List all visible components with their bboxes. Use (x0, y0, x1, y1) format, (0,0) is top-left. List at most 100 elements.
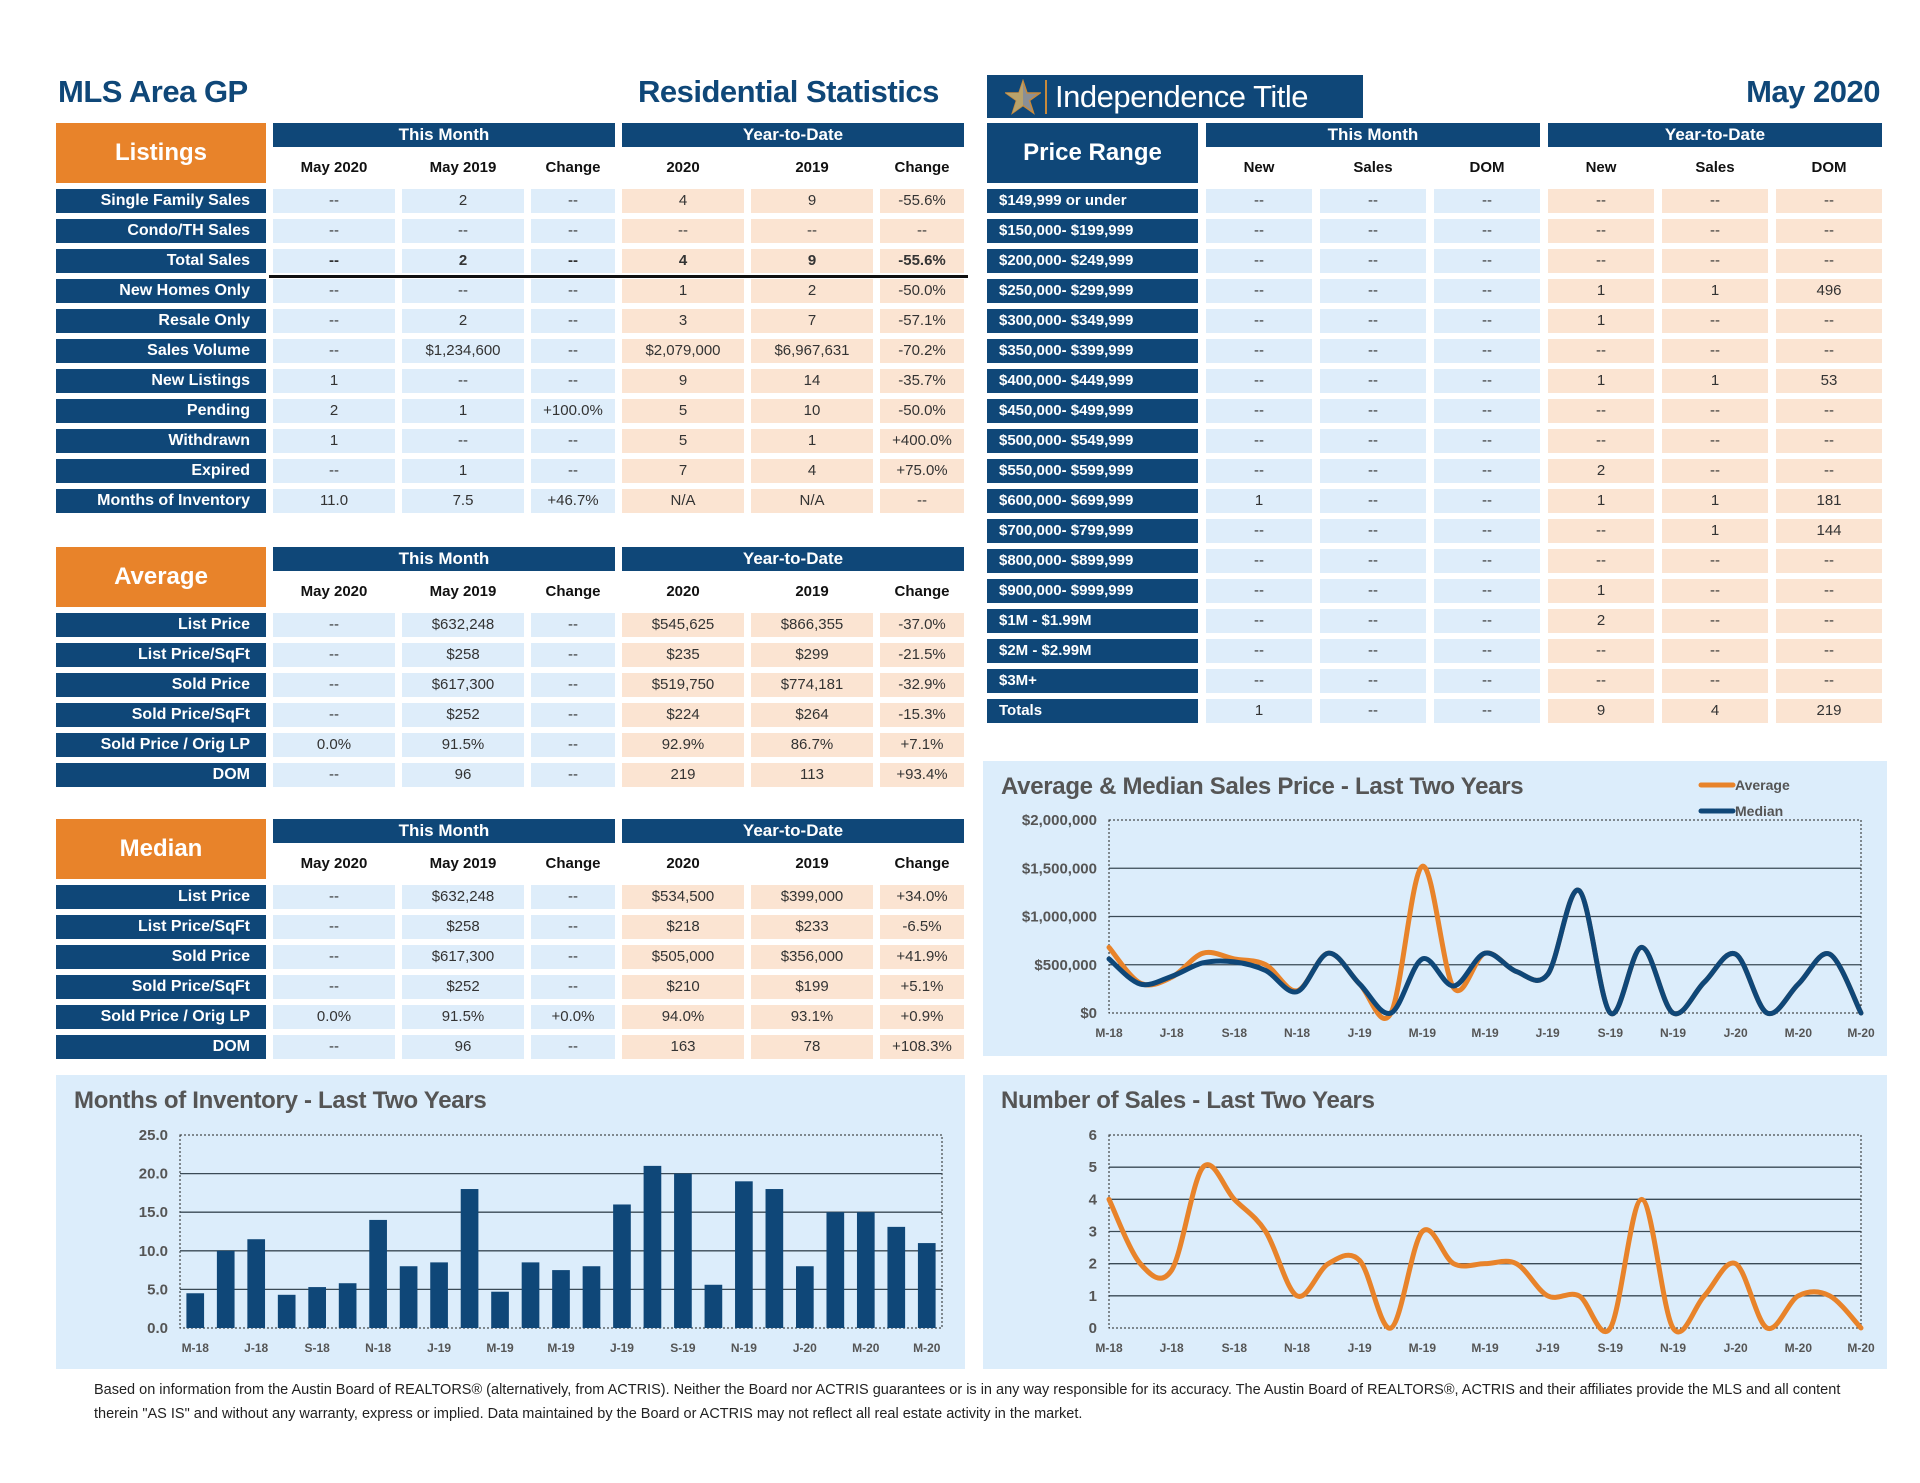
table-cell: +108.3% (880, 1035, 964, 1059)
table-cell: $2,079,000 (622, 339, 744, 363)
bar (338, 1283, 357, 1328)
table-cell: -- (273, 613, 395, 637)
group-header-this-month: This Month (1206, 123, 1540, 147)
table-cell: 1 (1662, 519, 1768, 543)
table-cell: -55.6% (880, 189, 964, 213)
column-header: DOM (1469, 159, 1505, 176)
table-cell: -- (1662, 339, 1768, 363)
row-label: List Price/SqFt (56, 915, 266, 939)
x-tick-label: M-19 (547, 1341, 575, 1355)
table-cell: -- (273, 309, 395, 333)
table-cell: -- (1548, 549, 1654, 573)
x-tick-label: M-20 (1785, 1341, 1813, 1355)
table-cell: -- (1434, 339, 1540, 363)
table-cell: 4 (622, 189, 744, 213)
table-cell: $258 (402, 643, 524, 667)
table-cell: -- (531, 279, 615, 303)
row-label: Total Sales (56, 249, 266, 273)
row-label: $1M - $1.99M (987, 609, 1198, 633)
table-cell: -- (1776, 639, 1882, 663)
table-cell: $299 (751, 643, 873, 667)
table-cell: $505,000 (622, 945, 744, 969)
chart-title: Number of Sales - Last Two Years (1001, 1087, 1375, 1114)
bar (613, 1204, 631, 1328)
table-cell: +93.4% (880, 763, 964, 787)
area-title: MLS Area GP (58, 74, 248, 109)
table-cell: 1 (402, 459, 524, 483)
row-label: $600,000- $699,999 (987, 489, 1198, 513)
table-cell: 7 (751, 309, 873, 333)
table-cell: 86.7% (751, 733, 873, 757)
section-title: Price Range (987, 123, 1198, 183)
table-cell: -- (1662, 579, 1768, 603)
table-cell: $6,967,631 (751, 339, 873, 363)
table-cell: 4 (1662, 699, 1768, 723)
table-cell: 7.5 (402, 489, 524, 513)
row-label: Months of Inventory (56, 489, 266, 513)
column-header: Sales (1353, 159, 1393, 176)
x-tick-label: S-19 (670, 1341, 696, 1355)
table-cell: 2 (1548, 609, 1654, 633)
y-tick-label: 6 (1089, 1127, 1097, 1144)
column-header: Change (894, 583, 950, 600)
table-cell: 1 (1206, 489, 1312, 513)
x-tick-label: S-18 (304, 1341, 330, 1355)
table-cell: -- (531, 1035, 615, 1059)
bar (216, 1250, 235, 1328)
y-tick-label: 0.0 (147, 1320, 168, 1337)
table-cell: -- (1206, 219, 1312, 243)
table-cell: -- (1548, 189, 1654, 213)
table-cell: -- (531, 915, 615, 939)
median-table: Median This Month Year-to-Date May 2020 May … (56, 819, 964, 1059)
table-cell: -- (531, 189, 615, 213)
table-cell: -- (1206, 309, 1312, 333)
table-cell: -- (1776, 249, 1882, 273)
y-tick-label: 20.0 (139, 1166, 168, 1183)
table-cell: -- (402, 219, 524, 243)
y-tick-label: $1,500,000 (1022, 860, 1097, 877)
table-cell: 144 (1776, 519, 1882, 543)
table-cell: -- (273, 945, 395, 969)
table-cell: 14 (751, 369, 873, 393)
row-label: Sold Price (56, 945, 266, 969)
table-cell: 0.0% (273, 733, 395, 757)
table-cell: -- (273, 459, 395, 483)
table-cell: +100.0% (531, 399, 615, 423)
x-tick-label: M-18 (1095, 1026, 1123, 1040)
table-cell: 1 (1548, 489, 1654, 513)
table-cell: -- (1206, 519, 1312, 543)
column-header: Change (894, 855, 950, 872)
table-cell: -- (1206, 579, 1312, 603)
table-cell: -- (1662, 189, 1768, 213)
bar (369, 1219, 387, 1328)
column-header: New (1585, 159, 1617, 176)
table-cell: -- (1206, 609, 1312, 633)
table-cell: $1,234,600 (402, 339, 524, 363)
table-cell: 163 (622, 1035, 744, 1059)
table-cell: 96 (402, 763, 524, 787)
row-label: Sold Price / Orig LP (56, 1005, 266, 1029)
table-cell: 11.0 (273, 489, 395, 513)
table-cell: -- (1206, 279, 1312, 303)
table-cell: -- (1320, 189, 1426, 213)
table-cell: $252 (402, 703, 524, 727)
table-cell: 3 (622, 309, 744, 333)
row-label: Sales Volume (56, 339, 266, 363)
section-title: Median (56, 819, 266, 879)
table-cell: -- (1548, 339, 1654, 363)
table-cell: -- (1434, 309, 1540, 333)
column-header: 2020 (666, 855, 700, 872)
number-of-sales-chart: Number of Sales - Last Two Years 0 1 2 3 4 5 6… (983, 1075, 1887, 1369)
y-tick-label: $500,000 (1034, 957, 1097, 974)
row-label: Pending (56, 399, 266, 423)
table-cell: -- (1320, 309, 1426, 333)
table-cell: -- (402, 369, 524, 393)
table-cell: $252 (402, 975, 524, 999)
table-cell: -- (1320, 279, 1426, 303)
table-cell: -- (1548, 429, 1654, 453)
table-cell: -32.9% (880, 673, 964, 697)
table-cell: 4 (751, 459, 873, 483)
table-cell: 5 (622, 429, 744, 453)
table-cell: 91.5% (402, 1005, 524, 1029)
table-cell: 1 (1548, 579, 1654, 603)
